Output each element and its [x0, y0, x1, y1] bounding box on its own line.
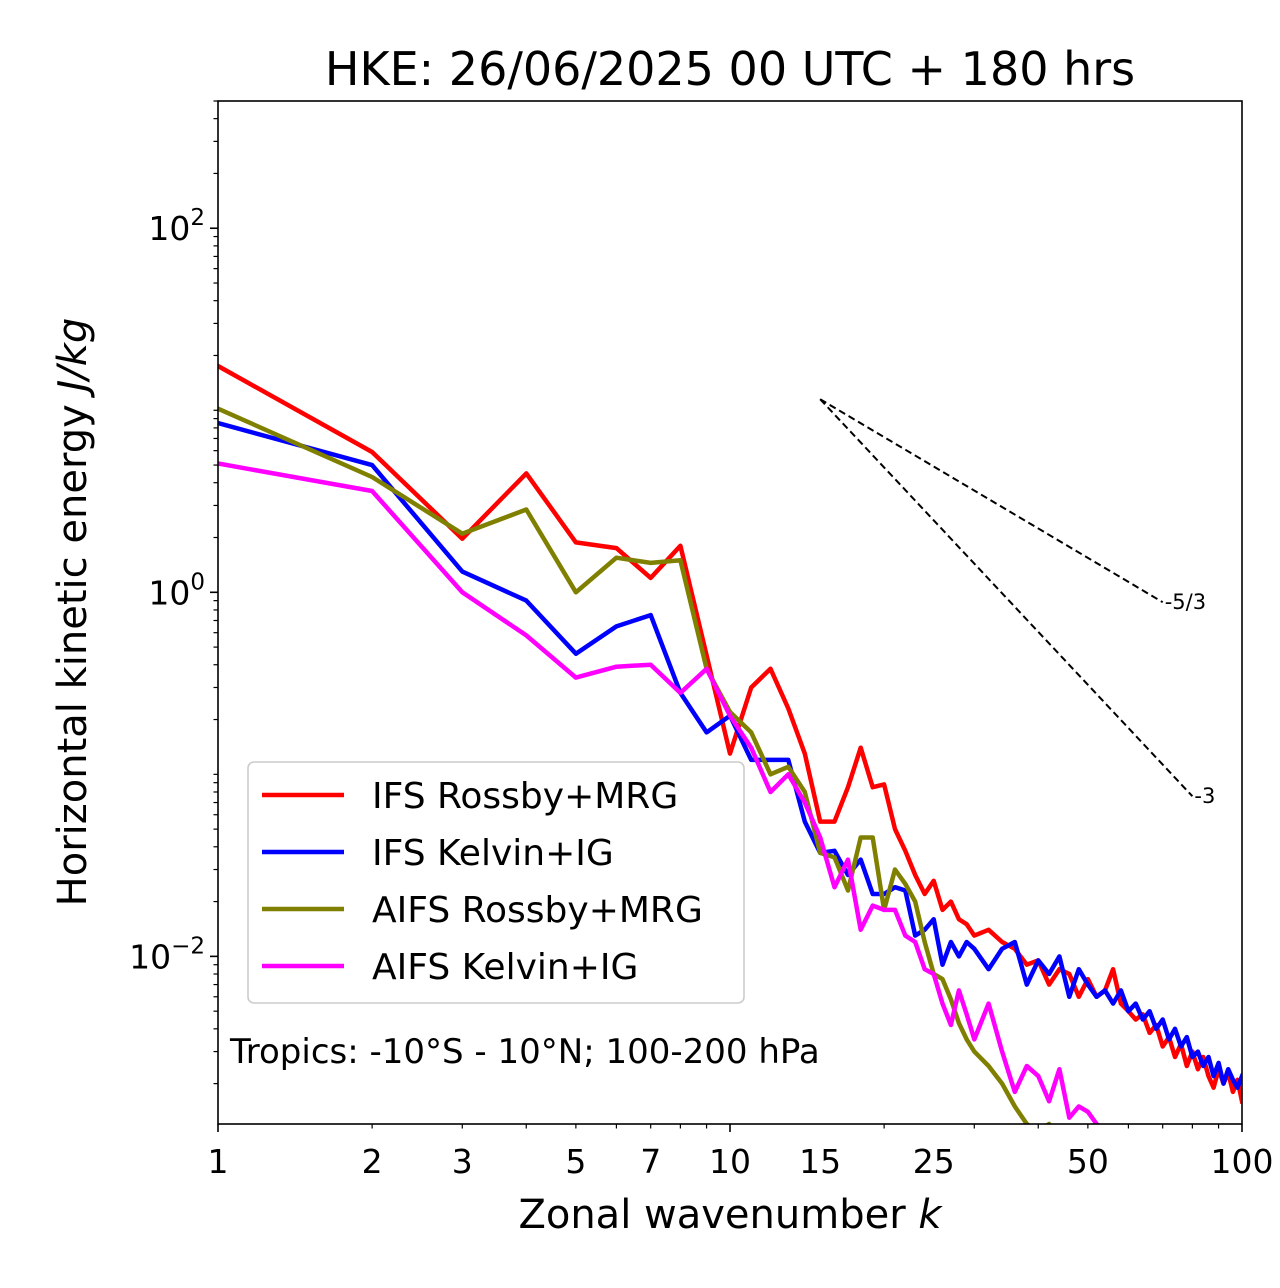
- data-series: [218, 363, 1242, 1124]
- y-tick-exponent: −2: [171, 933, 205, 959]
- x-tick-label: 100: [1211, 1142, 1274, 1181]
- x-axis-title: Zonal wavenumber k: [518, 1192, 943, 1238]
- region-annotation: Tropics: -10°S - 10°N; 100-200 hPa: [229, 1032, 820, 1072]
- legend-label-3: AIFS Rossby+MRG: [372, 890, 703, 931]
- x-tick-label: 10: [709, 1142, 751, 1181]
- x-tick-label: 3: [452, 1142, 473, 1181]
- x-axis-label: Zonal wavenumber: [518, 1192, 906, 1238]
- slope-label-2: -3: [1194, 784, 1215, 808]
- slope-line-2: [819, 398, 1194, 797]
- slope-label-1: -5/3: [1165, 590, 1206, 614]
- legend-label-4: AIFS Kelvin+IG: [372, 947, 638, 988]
- y-axis-label: Horizontal kinetic energy: [50, 404, 96, 906]
- y-axis-title: Horizontal kinetic energy J/kg: [50, 318, 96, 907]
- x-tick-label: 50: [1067, 1142, 1109, 1181]
- chart-title: HKE: 26/06/2025 00 UTC + 180 hrs: [325, 42, 1135, 96]
- x-tick-label: 7: [640, 1142, 661, 1181]
- series-line-3: [218, 406, 1052, 1124]
- y-tick-exponent: 2: [190, 205, 205, 231]
- y-tick-base: 10: [129, 937, 171, 976]
- y-axis-unit: J/kg: [50, 318, 96, 399]
- slope-line-1: [819, 398, 1164, 604]
- slope-reference-lines: [819, 398, 1194, 797]
- y-tick-label: 100: [148, 569, 205, 612]
- y-tick-base: 10: [148, 573, 190, 612]
- x-tick-label: 5: [565, 1142, 586, 1181]
- series-line-4: [218, 461, 1101, 1124]
- x-tick-label: 2: [362, 1142, 383, 1181]
- legend: IFS Rossby+MRG IFS Kelvin+IG AIFS Rossby+M…: [247, 761, 745, 1004]
- y-tick-exponent: 0: [190, 569, 205, 595]
- y-tick-label: 102: [148, 205, 205, 248]
- legend-box: [247, 761, 745, 1004]
- x-tick-label: 25: [913, 1142, 955, 1181]
- legend-label-1: IFS Rossby+MRG: [372, 776, 678, 817]
- x-axis-ticks: 1 2 3 5 7 10 15 25 50 100: [208, 1124, 1274, 1181]
- legend-label-2: IFS Kelvin+IG: [372, 833, 614, 874]
- x-tick-label: 15: [799, 1142, 841, 1181]
- x-axis-variable: k: [918, 1192, 943, 1238]
- y-tick-label: 10−2: [129, 933, 205, 976]
- y-tick-base: 10: [148, 209, 190, 248]
- x-tick-label: 1: [208, 1142, 229, 1181]
